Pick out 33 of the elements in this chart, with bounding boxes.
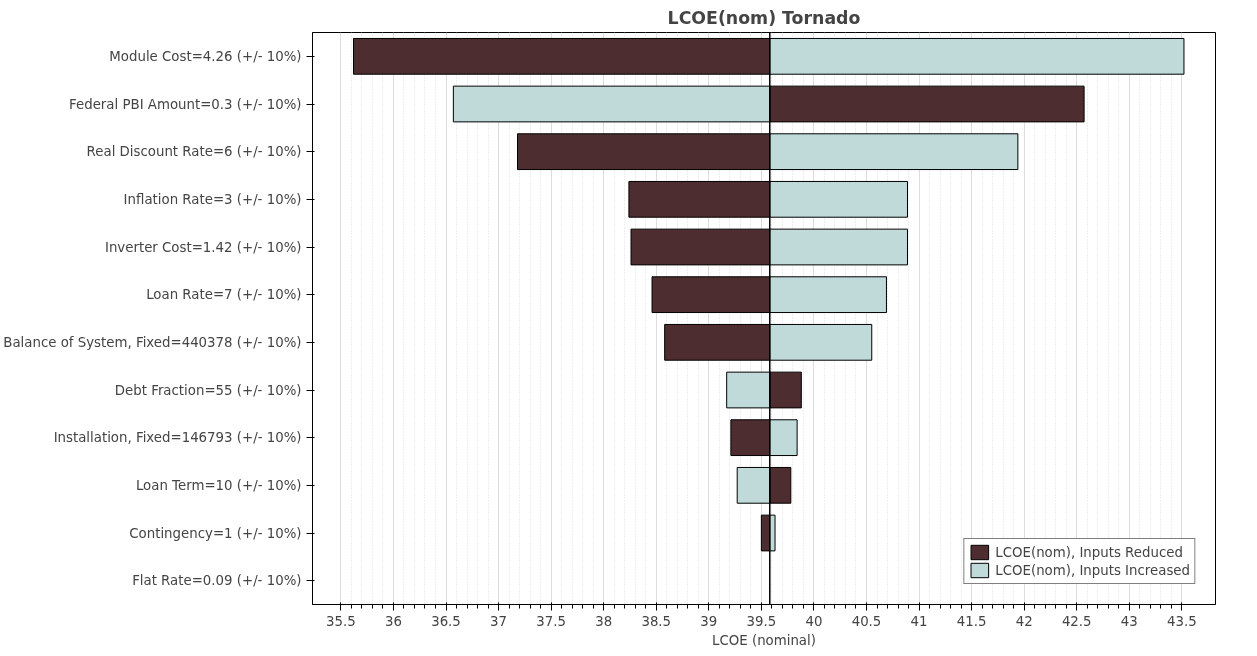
x-tick-label: 37 bbox=[490, 613, 508, 629]
y-tick-label: Federal PBI Amount=0.3 (+/- 10%) bbox=[69, 96, 302, 112]
x-tick-label: 36.5 bbox=[431, 613, 461, 629]
y-tick-label: Loan Term=10 (+/- 10%) bbox=[135, 477, 302, 493]
y-tick-label: Flat Rate=0.09 (+/- 10%) bbox=[132, 573, 302, 589]
chart-title: LCOE(nom) Tornado bbox=[667, 7, 861, 28]
y-tick-label: Installation, Fixed=146793 (+/- 10%) bbox=[53, 430, 302, 446]
x-tick-label: 43.5 bbox=[1167, 613, 1197, 629]
x-tick-label: 35.5 bbox=[326, 613, 356, 629]
x-tick-label: 41 bbox=[910, 613, 928, 629]
x-tick-label: 41.5 bbox=[956, 613, 987, 629]
x-tick-label: 43 bbox=[1120, 613, 1138, 629]
y-tick-label: Module Cost=4.26 (+/- 10%) bbox=[109, 48, 302, 64]
x-tick-label: 36 bbox=[384, 613, 402, 629]
legend-label: LCOE(nom), Inputs Reduced bbox=[995, 544, 1183, 560]
y-tick-label: Contingency=1 (+/- 10%) bbox=[129, 525, 302, 541]
y-tick-label: Real Discount Rate=6 (+/- 10%) bbox=[86, 144, 302, 160]
x-tick-label: 39 bbox=[700, 613, 718, 629]
x-tick-label: 40 bbox=[805, 613, 823, 629]
x-tick-label: 38 bbox=[595, 613, 613, 629]
y-tick-label: Debt Fraction=55 (+/- 10%) bbox=[114, 382, 302, 398]
legend-label: LCOE(nom), Inputs Increased bbox=[995, 562, 1190, 578]
x-tick-label: 39.5 bbox=[746, 613, 777, 629]
x-tick-label: 42.5 bbox=[1061, 613, 1092, 629]
x-tick-label: 38.5 bbox=[641, 613, 672, 629]
y-tick-label: Inflation Rate=3 (+/- 10%) bbox=[123, 191, 302, 207]
y-tick-label: Balance of System, Fixed=440378 (+/- 10%) bbox=[3, 334, 302, 350]
x-axis-title: LCOE (nominal) bbox=[712, 632, 816, 648]
y-tick-label: Loan Rate=7 (+/- 10%) bbox=[146, 287, 302, 303]
x-tick-label: 42 bbox=[1015, 613, 1033, 629]
y-tick-label: Inverter Cost=1.42 (+/- 10%) bbox=[104, 239, 302, 255]
x-tick-label: 37.5 bbox=[536, 613, 566, 629]
x-tick-label: 40.5 bbox=[851, 613, 882, 629]
